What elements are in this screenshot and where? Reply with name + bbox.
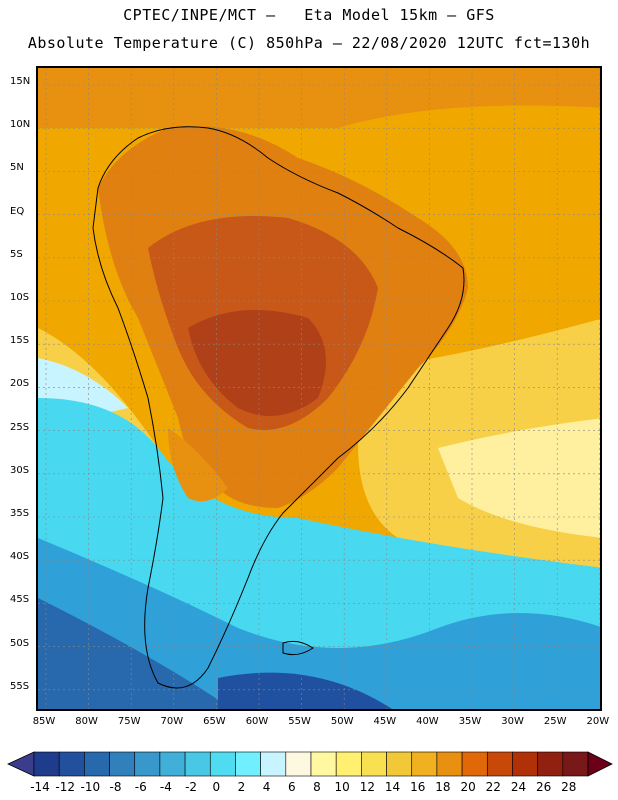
colorbar xyxy=(7,751,613,777)
lat-label-10s: 10S xyxy=(10,292,30,303)
colorbar-label: 18 xyxy=(435,780,451,794)
colorbar-swatch xyxy=(109,751,136,777)
lat-label-eq: EQ xyxy=(10,205,25,217)
lon-label-25w: 25W xyxy=(543,716,567,727)
colorbar-label: -14 xyxy=(30,780,50,794)
colorbar-swatch xyxy=(58,751,85,777)
lon-label-30w: 30W xyxy=(501,716,524,727)
colorbar-swatch xyxy=(436,751,463,777)
colorbar-swatch xyxy=(235,751,261,777)
northern-warm-band xyxy=(38,68,600,128)
colorbar-swatch xyxy=(537,751,564,777)
colorbar-label: 28 xyxy=(561,780,577,794)
lon-label-65w: 65W xyxy=(203,716,226,727)
lat-label-25s: 25S xyxy=(10,421,30,433)
colorbar-swatch xyxy=(486,751,513,777)
colorbar-label: 0 xyxy=(212,780,221,794)
map-subtitle: Absolute Temperature (C) 850hPa – 22/08/… xyxy=(27,34,591,52)
colorbar-label: -2 xyxy=(185,780,198,794)
colorbar-label: 4 xyxy=(262,780,271,794)
lat-label-55s: 55S xyxy=(10,680,30,692)
lat-label-15s: 15S xyxy=(10,335,30,347)
colorbar-label: 10 xyxy=(334,780,350,794)
colorbar-label: 22 xyxy=(485,780,501,794)
colorbar-left-arrow xyxy=(7,751,35,777)
atlantic-cool-zone xyxy=(438,418,600,538)
colorbar-label: 2 xyxy=(237,780,246,794)
colorbar-label: 16 xyxy=(410,780,426,794)
colorbar-label: 20 xyxy=(460,780,476,794)
colorbar-swatch xyxy=(209,751,236,777)
colorbar-label: -12 xyxy=(55,780,75,794)
colorbar-swatch xyxy=(512,751,538,777)
map-title: CPTEC/INPE/MCT – Eta Model 15km – GFS xyxy=(123,6,495,24)
lon-label-85w: 85W xyxy=(32,716,56,727)
lat-lon-grid xyxy=(38,68,600,709)
colorbar-swatch xyxy=(285,751,312,777)
lon-label-35w: 35W xyxy=(458,716,482,727)
colorbar-label: 8 xyxy=(313,780,321,794)
lon-label-55w: 55W xyxy=(288,716,311,727)
lat-label-10n: 10N xyxy=(10,119,31,131)
lon-label-40w: 40W xyxy=(416,716,439,727)
colorbar-label: 14 xyxy=(384,780,401,794)
lon-label-80w: 80W xyxy=(75,716,98,727)
colorbar-swatch xyxy=(461,751,488,777)
lat-label-20s: 20S xyxy=(10,378,30,390)
lat-label-50s: 50S xyxy=(10,637,30,649)
colorbar-swatch xyxy=(411,751,438,777)
colorbar-swatch xyxy=(260,751,287,777)
continent-hottest-area xyxy=(188,310,326,416)
colorbar-swatch xyxy=(159,751,186,777)
colorbar-label: 6 xyxy=(287,780,296,794)
colorbar-label: 12 xyxy=(359,780,375,794)
lon-label-70w: 70W xyxy=(160,716,184,727)
colorbar-swatch xyxy=(386,751,413,777)
far-south-coldest xyxy=(218,672,392,709)
lon-label-45w: 45W xyxy=(373,716,397,727)
map-panel xyxy=(36,66,602,711)
lat-label-40s: 40S xyxy=(10,551,30,563)
lon-label-50w: 50W xyxy=(330,716,354,727)
colorbar-swatch xyxy=(33,751,60,777)
colorbar-label: -4 xyxy=(159,780,172,794)
colorbar-swatch xyxy=(335,751,362,777)
colorbar-label: -10 xyxy=(80,780,101,794)
temperature-map xyxy=(38,68,600,709)
colorbar-label: 26 xyxy=(535,780,552,794)
colorbar-swatch xyxy=(310,751,337,777)
lat-label-35s: 35S xyxy=(10,508,30,519)
lon-label-75w: 75W xyxy=(117,716,141,727)
lat-label-30s: 30S xyxy=(10,464,30,476)
lat-label-45s: 45S xyxy=(10,594,30,606)
falklands-outline xyxy=(282,640,314,656)
colorbar-label: 24 xyxy=(510,780,527,794)
colorbar-swatch xyxy=(361,751,387,777)
lat-label-5n: 5N xyxy=(10,162,24,174)
andes-warm-strip xyxy=(168,428,228,502)
colorbar-swatch xyxy=(134,751,161,777)
far-south-cold-west xyxy=(38,598,233,709)
lon-label-20w: 20W xyxy=(586,716,610,727)
colorbar-swatch xyxy=(84,751,110,777)
lat-label-15n: 15N xyxy=(10,76,31,87)
lat-label-5s: 5S xyxy=(10,248,23,260)
colorbar-label: -6 xyxy=(134,780,147,794)
colorbar-right-arrow xyxy=(587,751,613,777)
colorbar-label: -8 xyxy=(109,780,122,794)
southern-colder-band xyxy=(38,538,600,709)
lon-label-60w: 60W xyxy=(245,716,269,727)
colorbar-swatch xyxy=(562,751,589,777)
continent-coastline xyxy=(92,126,465,689)
colorbar-swatch xyxy=(184,751,211,777)
